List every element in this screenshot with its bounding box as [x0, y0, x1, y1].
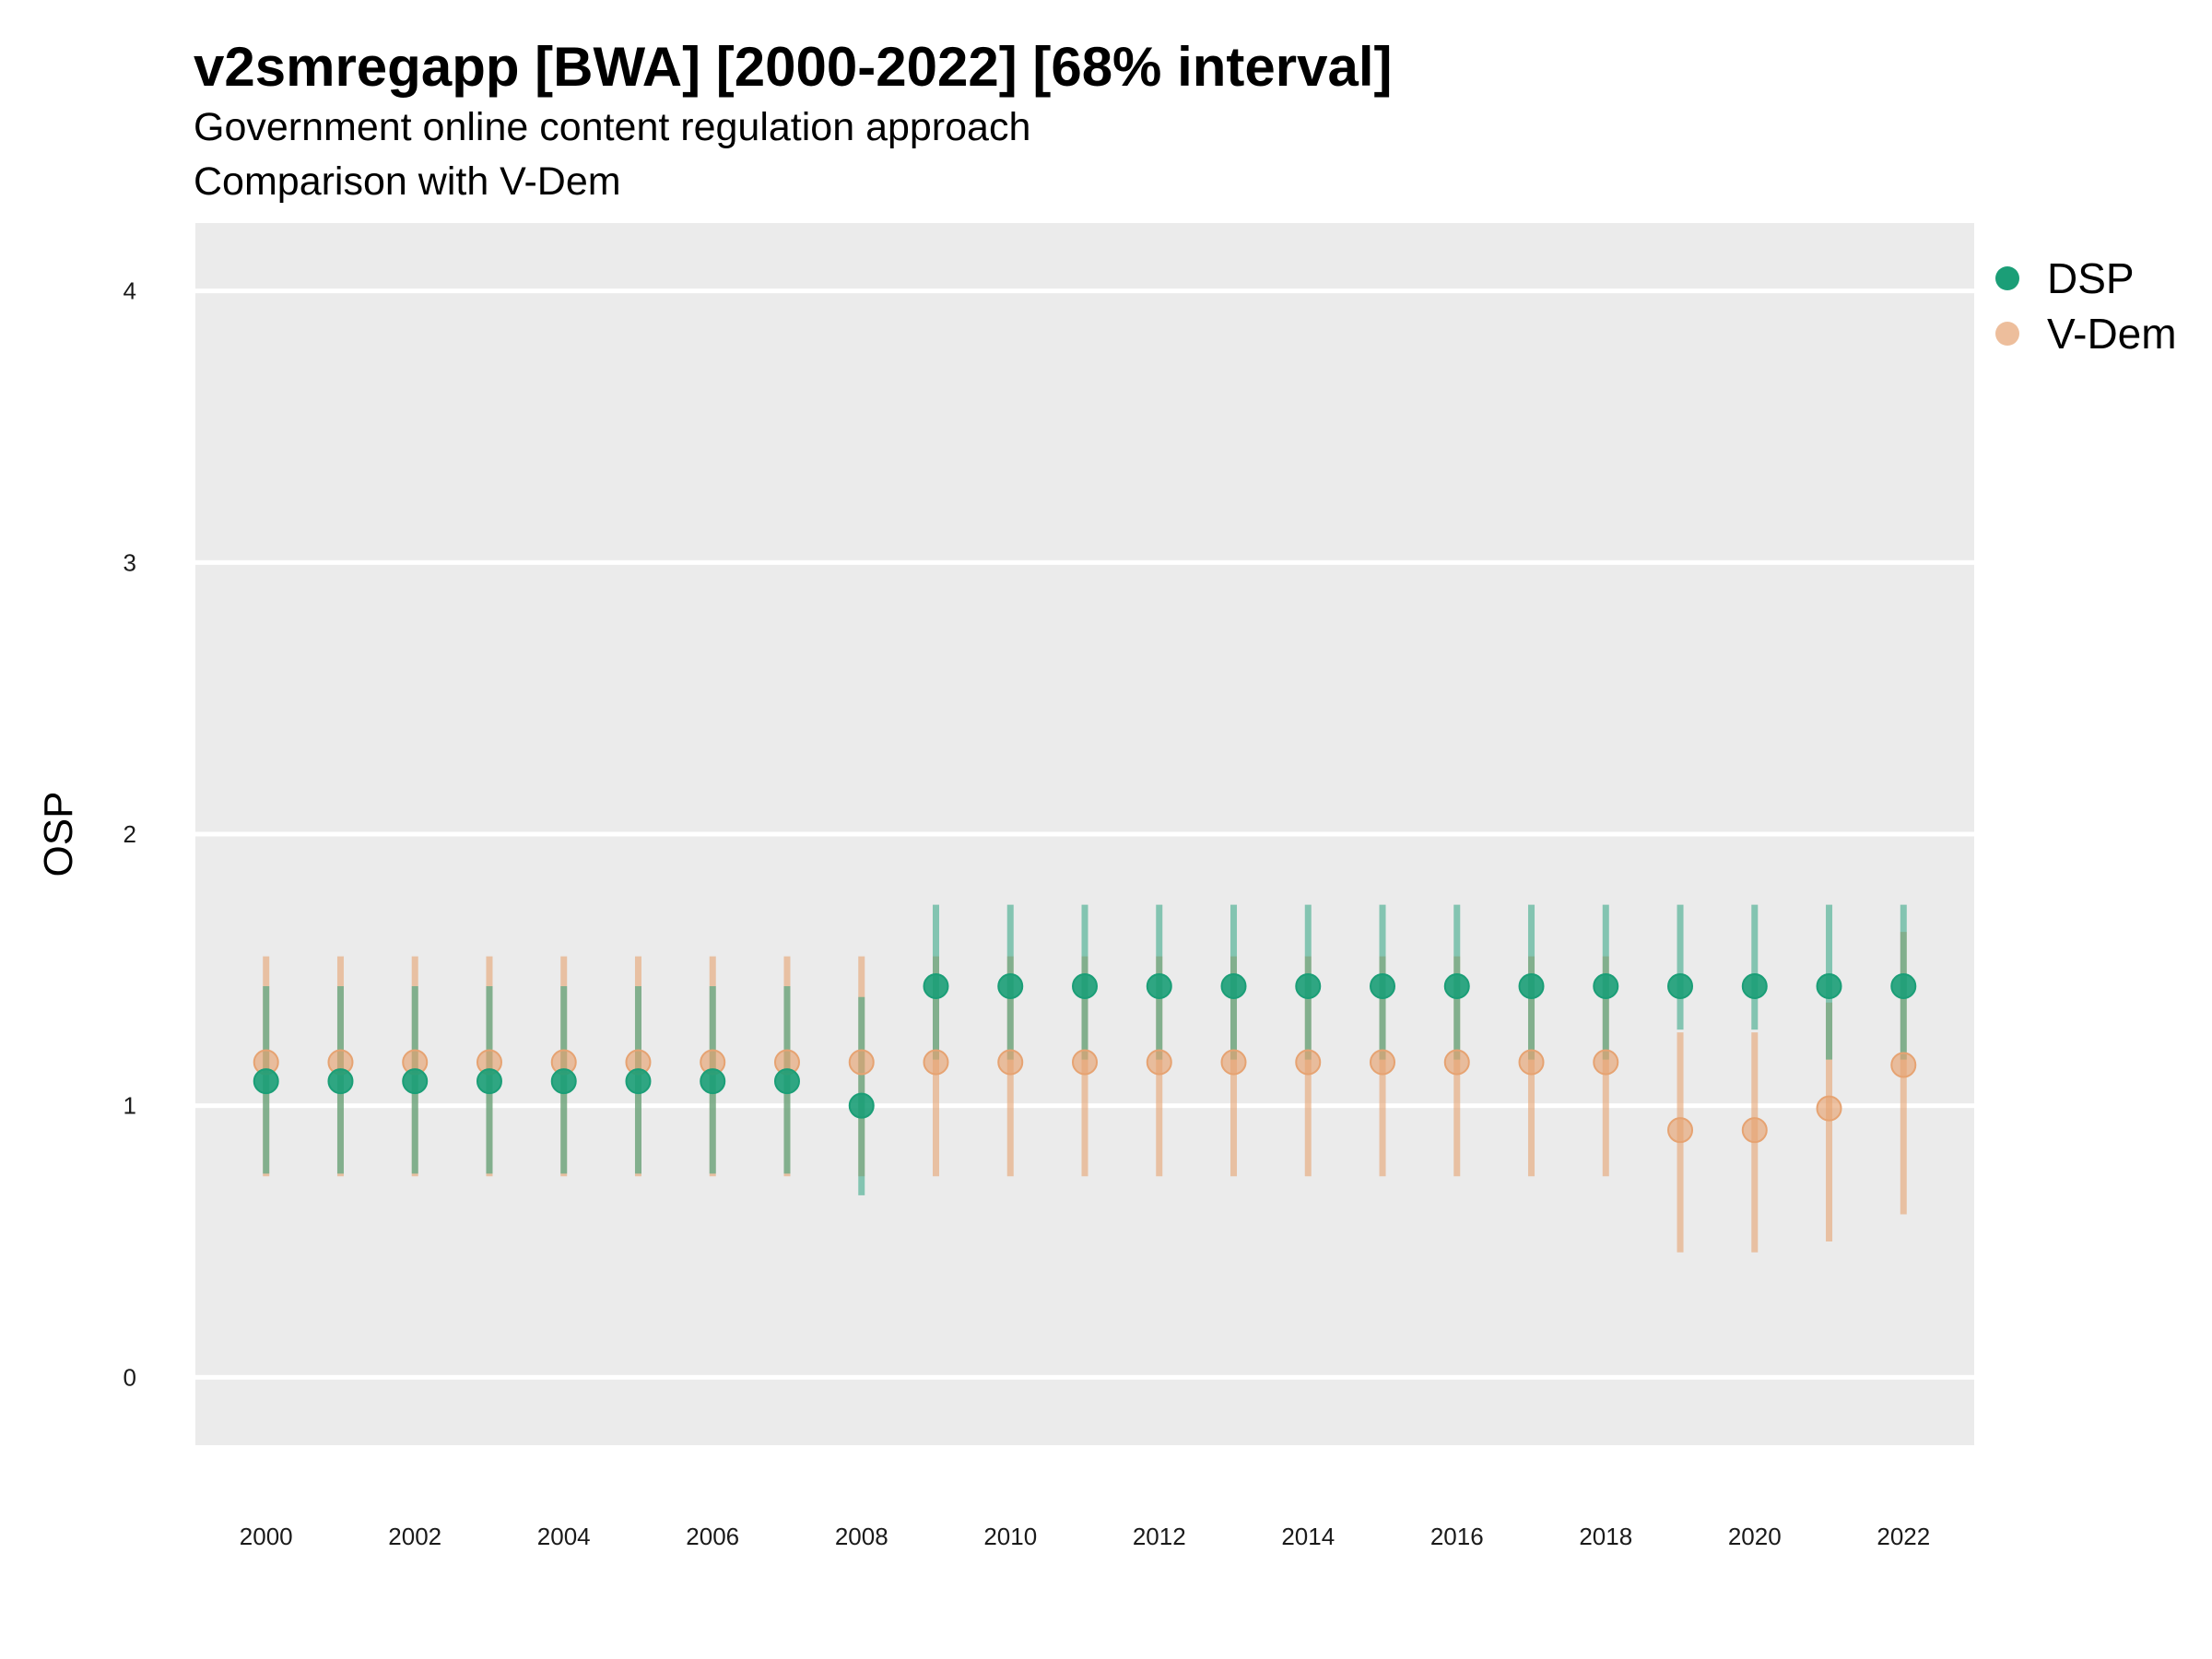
- vdem-point: [1741, 1117, 1768, 1144]
- x-tick-label: 2000: [240, 1523, 293, 1550]
- chart-title: v2smregapp [BWA] [2000-2022] [68% interv…: [194, 36, 1393, 98]
- dsp-point: [327, 1068, 354, 1095]
- dsp-point: [1220, 973, 1247, 1000]
- x-tick-label: 2002: [388, 1523, 441, 1550]
- vdem-point: [1295, 1049, 1322, 1076]
- vdem-point: [1518, 1049, 1545, 1076]
- legend-label-vdem: V-Dem: [2047, 310, 2177, 358]
- x-tick-label: 2006: [686, 1523, 739, 1550]
- vdem-point: [1667, 1117, 1694, 1144]
- dsp-point: [1370, 973, 1396, 1000]
- x-tick-label: 2018: [1579, 1523, 1632, 1550]
- legend-label-dsp: DSP: [2047, 254, 2135, 302]
- vdem-point: [1146, 1049, 1172, 1076]
- legend-dot-vdem: [1995, 322, 2019, 346]
- y-tick-label: 4: [124, 277, 136, 305]
- vdem-point: [1072, 1049, 1098, 1076]
- vdem-point: [1443, 1049, 1470, 1076]
- dsp-point: [923, 973, 949, 1000]
- dsp-point: [1593, 973, 1619, 1000]
- dsp-point: [997, 973, 1024, 1000]
- chart-subtitle: Government online content regulation app…: [194, 105, 1031, 149]
- dsp-point: [848, 1092, 875, 1119]
- dsp-point: [1072, 973, 1098, 1000]
- dsp-point: [700, 1068, 726, 1095]
- dsp-point: [253, 1068, 279, 1095]
- legend-item-dsp: DSP: [1995, 251, 2177, 306]
- legend-item-vdem: V-Dem: [1995, 306, 2177, 361]
- vdem-point: [1220, 1049, 1247, 1076]
- dsp-point: [550, 1068, 577, 1095]
- x-tick-label: 2016: [1430, 1523, 1484, 1550]
- chart-subtitle-comparison: Comparison with V-Dem: [194, 159, 621, 204]
- dsp-point: [1443, 973, 1470, 1000]
- x-tick-label: 2022: [1877, 1523, 1930, 1550]
- x-tick-label: 2020: [1728, 1523, 1782, 1550]
- dsp-point: [476, 1068, 502, 1095]
- vdem-point: [848, 1049, 875, 1076]
- dsp-point: [625, 1068, 652, 1095]
- vdem-point: [997, 1049, 1024, 1076]
- y-tick-label: 0: [124, 1363, 136, 1391]
- vdem-point: [1890, 1052, 1917, 1078]
- dsp-point: [402, 1068, 429, 1095]
- y-axis-label: OSP: [36, 792, 81, 877]
- dsp-point: [1295, 973, 1322, 1000]
- y-tick-label: 2: [124, 820, 136, 848]
- dsp-point: [773, 1068, 800, 1095]
- dsp-point: [1518, 973, 1545, 1000]
- legend: DSP V-Dem: [1995, 251, 2177, 361]
- x-tick-label: 2014: [1281, 1523, 1335, 1550]
- dsp-point: [1741, 973, 1768, 1000]
- vdem-point: [1816, 1095, 1842, 1122]
- vdem-point: [923, 1049, 949, 1076]
- y-tick-label: 3: [124, 548, 136, 576]
- dsp-point: [1890, 973, 1917, 1000]
- x-tick-label: 2012: [1133, 1523, 1186, 1550]
- legend-dot-dsp: [1995, 266, 2019, 290]
- vdem-point: [1593, 1049, 1619, 1076]
- x-tick-label: 2010: [983, 1523, 1037, 1550]
- x-tick-label: 2004: [537, 1523, 591, 1550]
- dsp-point: [1667, 973, 1694, 1000]
- y-tick-label: 1: [124, 1092, 136, 1120]
- dsp-point: [1816, 973, 1842, 1000]
- x-tick-label: 2008: [835, 1523, 888, 1550]
- vdem-point: [1370, 1049, 1396, 1076]
- dsp-point: [1146, 973, 1172, 1000]
